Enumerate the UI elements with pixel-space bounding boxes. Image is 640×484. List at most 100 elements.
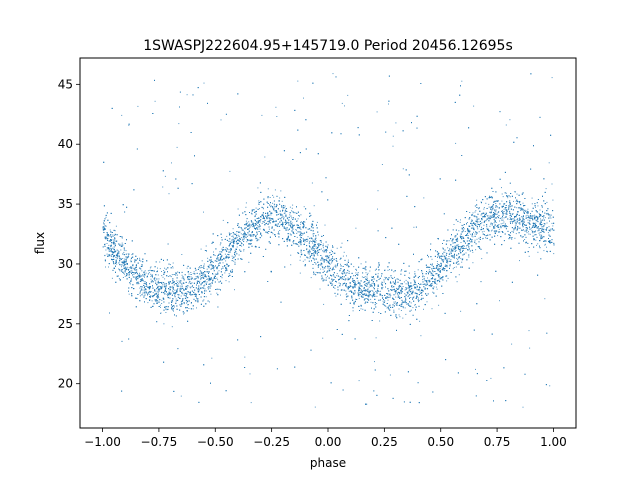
data-point — [297, 218, 299, 220]
data-point — [522, 219, 524, 221]
data-point — [179, 298, 181, 299]
data-point — [203, 82, 205, 84]
data-point — [332, 246, 334, 248]
data-point — [405, 287, 407, 288]
data-point — [534, 214, 536, 216]
data-point — [311, 247, 313, 249]
data-point — [234, 261, 236, 263]
data-point — [289, 206, 291, 208]
data-point — [130, 266, 132, 268]
data-point — [169, 286, 171, 288]
data-point — [128, 254, 129, 256]
data-point — [435, 286, 437, 288]
data-point — [136, 271, 138, 273]
data-point — [503, 214, 504, 216]
data-point — [501, 210, 503, 211]
data-point — [500, 219, 502, 221]
data-point — [447, 277, 449, 279]
data-point — [549, 385, 551, 387]
data-point — [530, 227, 532, 229]
data-point — [248, 261, 250, 263]
data-point — [270, 214, 272, 216]
data-point — [536, 244, 537, 246]
data-point — [525, 228, 527, 230]
data-point — [422, 276, 423, 278]
data-point — [299, 272, 301, 274]
data-point — [176, 146, 178, 148]
data-point — [535, 206, 536, 208]
data-point — [471, 219, 473, 221]
data-point — [243, 238, 245, 240]
data-point — [376, 291, 378, 293]
data-point — [421, 271, 423, 273]
data-point — [282, 215, 284, 217]
data-point — [250, 212, 252, 214]
data-point — [195, 276, 197, 278]
data-point — [332, 256, 334, 257]
data-point — [424, 288, 426, 289]
data-point — [150, 278, 152, 280]
data-point — [378, 312, 380, 313]
data-point — [524, 211, 526, 212]
data-point — [177, 282, 179, 283]
data-point — [239, 231, 241, 233]
data-point — [133, 267, 135, 269]
data-point — [115, 251, 116, 253]
data-point — [461, 224, 463, 226]
data-point — [249, 226, 251, 228]
data-point — [299, 259, 301, 261]
data-point — [538, 232, 540, 234]
data-point — [514, 237, 516, 239]
data-point — [129, 283, 131, 285]
data-point — [139, 257, 141, 259]
data-point — [316, 247, 318, 249]
data-point — [221, 237, 223, 238]
data-point — [304, 221, 306, 223]
data-point — [131, 254, 133, 256]
data-point — [529, 347, 531, 349]
data-point — [321, 258, 323, 259]
data-point — [443, 259, 445, 261]
data-point — [476, 217, 478, 219]
data-point — [422, 279, 424, 281]
data-point — [176, 280, 178, 282]
data-point — [366, 298, 368, 299]
data-point — [326, 261, 328, 263]
data-point — [503, 203, 504, 205]
data-point — [231, 235, 233, 237]
data-point — [248, 221, 250, 223]
data-point — [455, 250, 457, 251]
data-point — [490, 223, 492, 225]
data-point — [334, 264, 336, 266]
data-point — [336, 265, 338, 267]
data-point — [400, 291, 402, 293]
data-point — [183, 313, 184, 315]
data-point — [137, 283, 139, 285]
data-point — [232, 235, 234, 237]
data-point — [334, 265, 336, 267]
data-point — [289, 214, 291, 216]
data-point — [505, 212, 507, 214]
data-point — [505, 213, 507, 215]
data-point — [464, 231, 466, 232]
data-point — [410, 309, 412, 311]
data-point — [109, 229, 111, 231]
data-point — [245, 202, 247, 204]
data-point — [165, 312, 167, 313]
data-point — [469, 241, 471, 243]
data-point — [457, 244, 459, 246]
data-point — [120, 249, 122, 251]
data-point — [312, 233, 314, 235]
data-point — [414, 271, 416, 273]
data-point — [347, 277, 349, 279]
data-point — [151, 275, 153, 277]
data-point — [496, 230, 498, 232]
data-point — [291, 207, 293, 209]
data-point — [295, 212, 297, 214]
data-point — [409, 291, 411, 293]
data-point — [150, 273, 152, 275]
data-point — [157, 274, 159, 276]
data-point — [168, 193, 170, 195]
data-point — [300, 214, 302, 216]
data-point — [427, 280, 429, 282]
